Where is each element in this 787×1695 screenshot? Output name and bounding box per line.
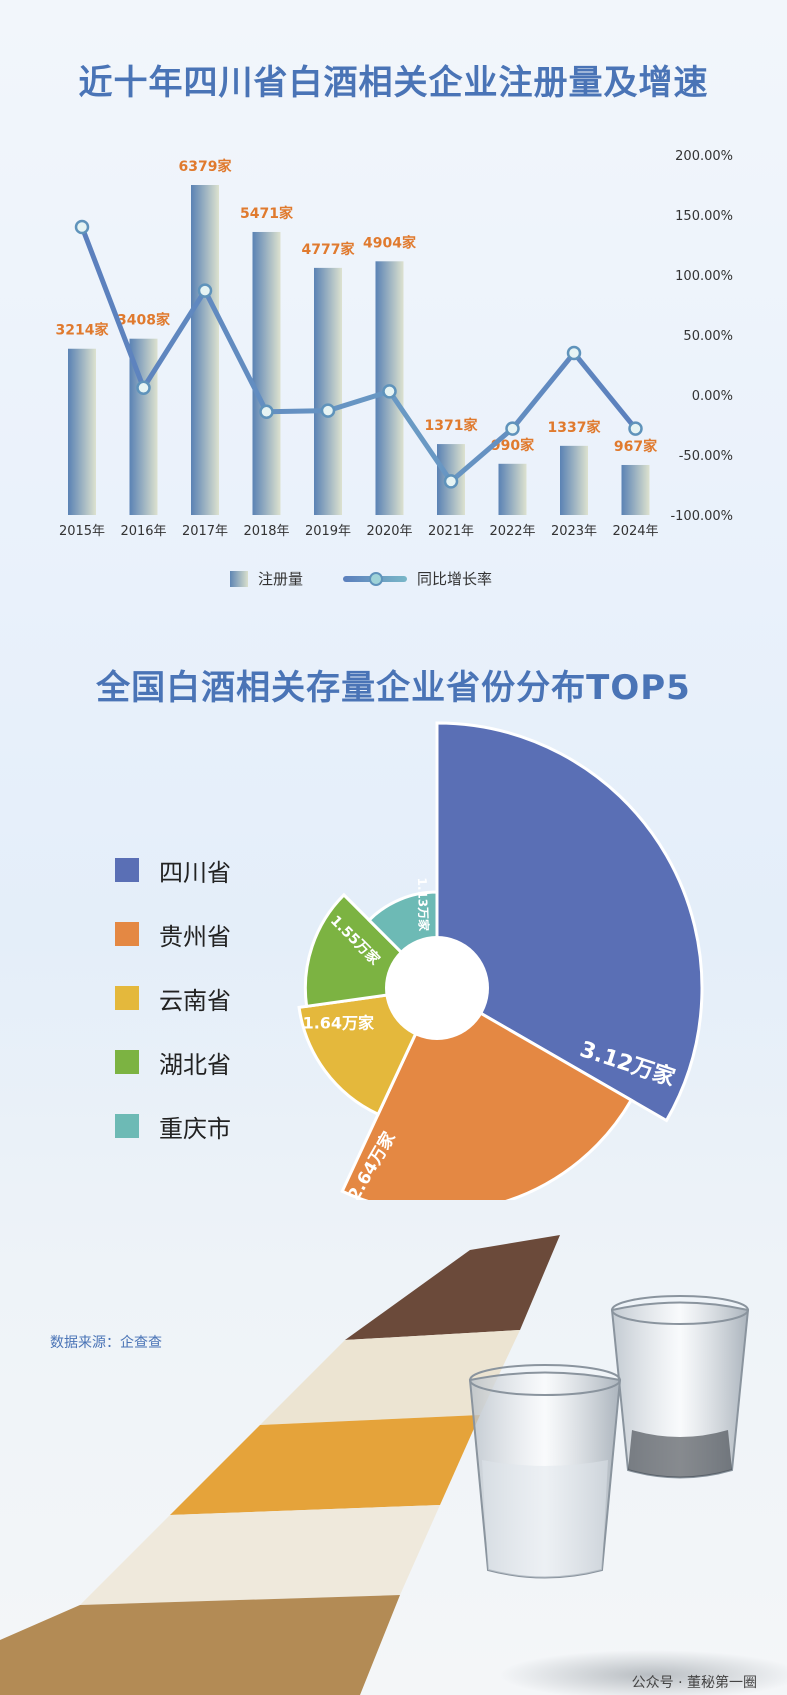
growth-point-2024 — [628, 421, 643, 436]
legend-item-sichuan: 四川省 — [115, 838, 231, 902]
bar-2018 — [252, 231, 281, 515]
growth-point-2017 — [197, 283, 213, 298]
growth-point-2022 — [505, 421, 520, 436]
watermark: 公众号 · 董秘第一圈 — [631, 1675, 757, 1691]
bar-2022 — [498, 463, 527, 515]
bar-label-2016: 3408家 — [117, 312, 171, 329]
glass-front — [468, 1364, 622, 1579]
legend-item-hubei: 湖北省 — [115, 1030, 231, 1094]
y-right-tick-3: 50.00% — [683, 329, 733, 344]
bar-2023 — [560, 445, 588, 515]
legend-swatch-yunnan — [115, 986, 139, 1010]
legend-label-hubei: 湖北省 — [159, 1050, 231, 1079]
y-right-tick-1: 150.00% — [675, 209, 733, 224]
bar-label-2018: 5471家 — [240, 205, 294, 222]
grain-band-rice — [80, 1505, 440, 1605]
data-source: 数据来源：企查查 — [50, 1335, 162, 1351]
chart2-title: 全国白酒相关存量企业省份分布TOP5 — [96, 668, 691, 708]
registration-chart: 3214家 3408家 6379家 5471家 4777家 4904家 1371家 990家 1… — [56, 149, 733, 539]
legend-swatch-sichuan — [115, 858, 139, 882]
grain-band-corn — [170, 1415, 480, 1515]
x-tick-2016: 2016年 — [120, 524, 166, 539]
y-right-tick-6: -100.00% — [670, 509, 733, 524]
bar-2019 — [314, 267, 342, 515]
y-right-tick-4: 0.00% — [692, 389, 733, 404]
legend-swatch-chongqing — [115, 1114, 139, 1138]
bar-label-2020: 4904家 — [363, 234, 417, 251]
bar-2017 — [191, 185, 219, 515]
x-tick-2015: 2015年 — [59, 524, 105, 539]
x-tick-2019: 2019年 — [305, 524, 351, 539]
growth-point-2020 — [382, 384, 397, 399]
legend-swatch-guizhou — [115, 922, 139, 946]
y-right-tick-0: 200.00% — [675, 149, 733, 164]
legend-item-guizhou: 贵州省 — [115, 902, 231, 966]
glass-back — [610, 1295, 750, 1479]
bar-label-2019: 4777家 — [302, 241, 356, 258]
rose-slice-sichuan — [435, 721, 704, 1123]
x-tick-2023: 2023年 — [551, 524, 597, 539]
x-tick-2017: 2017年 — [182, 524, 228, 539]
x-tick-2020: 2020年 — [366, 524, 412, 539]
legend-item-yunnan: 云南省 — [115, 966, 231, 1030]
legend-swatch-hubei — [115, 1050, 139, 1074]
bar-label-2015: 3214家 — [56, 322, 110, 339]
rose-slice-guizhou — [340, 985, 634, 1200]
legend-bar-swatch — [230, 570, 248, 587]
grains-and-glasses-photo — [0, 1235, 787, 1695]
glass-shadow — [500, 1650, 787, 1695]
growth-point-2021 — [443, 474, 459, 489]
grain-band-white — [260, 1330, 520, 1425]
legend-label-registrations: 注册量 — [258, 570, 304, 588]
x-tick-2021: 2021年 — [428, 524, 474, 539]
chart1-title: 近十年四川省白酒相关企业注册量及增速 — [78, 63, 709, 103]
rose-label-chongqing: 1.13万家 — [415, 877, 432, 932]
x-tick-2024: 2024年 — [612, 524, 658, 539]
legend-label-sichuan: 四川省 — [159, 858, 231, 887]
legend-label-yunnan: 云南省 — [159, 986, 231, 1015]
bar-label-2022: 990家 — [491, 437, 535, 454]
rose-center-hole — [385, 936, 489, 1040]
legend-label-guizhou: 贵州省 — [159, 922, 231, 951]
bar-label-2023: 1337家 — [548, 419, 602, 436]
chart2-legend: 四川省 贵州省 云南省 湖北省 重庆市 — [115, 838, 231, 1158]
growth-point-2023 — [566, 345, 582, 361]
growth-point-2016 — [136, 380, 151, 396]
grain-band-wheat — [0, 1595, 400, 1695]
rose-label-yunnan: 1.64万家 — [303, 1013, 375, 1032]
bar-2015 — [68, 348, 96, 515]
legend-item-growth: 同比增长率 — [343, 568, 492, 589]
legend-line-swatch — [343, 571, 408, 586]
legend-label-chongqing: 重庆市 — [159, 1114, 231, 1143]
growth-point-2015 — [74, 219, 90, 235]
legend-item-chongqing: 重庆市 — [115, 1094, 231, 1158]
y-right-tick-2: 100.00% — [675, 269, 733, 284]
x-tick-2022: 2022年 — [489, 524, 535, 539]
growth-point-2018 — [259, 404, 274, 420]
bar-label-2021: 1371家 — [425, 417, 479, 434]
growth-rate-line — [79, 226, 638, 484]
legend-label-growth: 同比增长率 — [417, 570, 493, 588]
bar-label-2017: 6379家 — [179, 158, 233, 175]
growth-point-2019 — [320, 403, 336, 418]
legend-item-registrations: 注册量 — [230, 568, 303, 589]
y-right-tick-5: -50.00% — [679, 449, 733, 464]
chart1-legend: 注册量 同比增长率 — [230, 568, 492, 589]
bar-label-2024: 967家 — [614, 438, 658, 455]
bar-2024 — [621, 464, 650, 515]
grain-band-dark — [345, 1235, 560, 1340]
x-tick-2018: 2018年 — [243, 524, 289, 539]
